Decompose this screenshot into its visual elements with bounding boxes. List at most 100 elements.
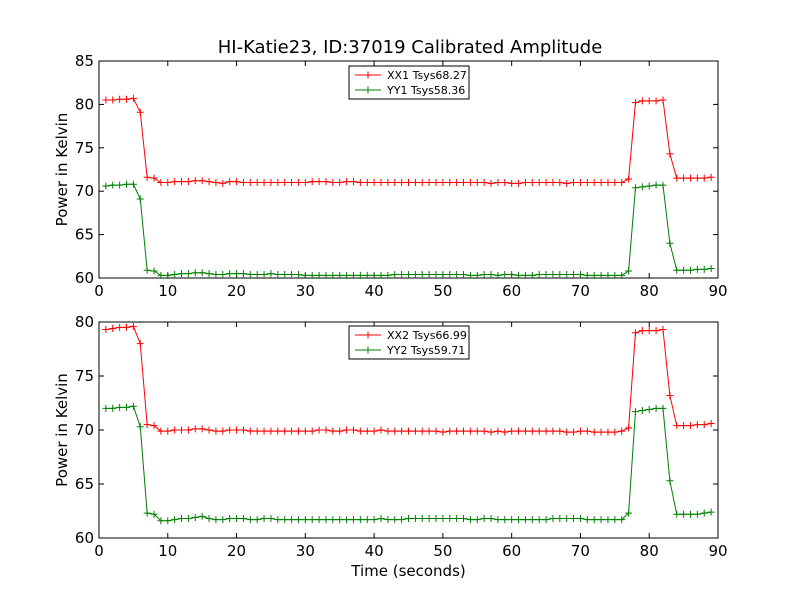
data-point xyxy=(288,179,296,187)
data-point xyxy=(301,427,309,435)
data-point xyxy=(487,428,495,436)
data-point xyxy=(322,516,330,524)
data-point xyxy=(418,271,426,279)
data-point xyxy=(226,426,234,434)
data-point xyxy=(487,179,495,187)
data-point xyxy=(205,515,213,523)
data-point xyxy=(343,271,351,279)
data-point xyxy=(611,179,619,187)
data-point xyxy=(281,516,289,524)
data-point xyxy=(294,179,302,187)
data-point xyxy=(680,422,688,430)
x-tick-label: 90 xyxy=(708,542,727,560)
data-point xyxy=(631,329,639,337)
data-point xyxy=(583,427,591,435)
y-tick-label: 65 xyxy=(75,475,94,493)
data-point xyxy=(171,426,179,434)
data-point xyxy=(631,99,639,107)
data-point xyxy=(549,515,557,523)
data-point xyxy=(143,266,151,274)
data-point xyxy=(425,427,433,435)
data-point xyxy=(136,195,144,203)
data-point xyxy=(260,427,268,435)
data-point xyxy=(384,516,392,524)
data-point xyxy=(501,428,509,436)
data-point xyxy=(693,174,701,182)
x-axis-label: Time (seconds) xyxy=(350,562,466,580)
data-point xyxy=(576,179,584,187)
data-point xyxy=(576,515,584,523)
data-point xyxy=(116,403,124,411)
data-point xyxy=(315,426,323,434)
data-point xyxy=(150,422,158,430)
data-point xyxy=(405,515,412,523)
data-point xyxy=(659,326,667,334)
data-point xyxy=(267,270,275,278)
data-point xyxy=(521,179,529,187)
data-point xyxy=(198,269,206,277)
data-point xyxy=(535,516,543,524)
x-tick-label: 50 xyxy=(433,282,452,300)
data-point xyxy=(638,97,646,105)
data-point xyxy=(109,324,117,332)
data-point xyxy=(239,426,247,434)
chart-title: HI-Katie23, ID:37019 Calibrated Amplitud… xyxy=(218,37,603,58)
legend-marker xyxy=(364,86,372,94)
data-point xyxy=(184,178,192,186)
data-point xyxy=(570,428,578,436)
data-point xyxy=(405,271,412,279)
data-point xyxy=(652,327,660,335)
data-point xyxy=(301,179,309,187)
data-point xyxy=(508,271,516,279)
data-point xyxy=(418,179,426,187)
data-point xyxy=(480,179,488,187)
data-point xyxy=(673,174,681,182)
data-point xyxy=(178,178,186,186)
data-point xyxy=(398,179,406,187)
data-point xyxy=(521,271,529,279)
data-point xyxy=(219,516,227,524)
data-point xyxy=(563,515,571,523)
data-point xyxy=(446,179,454,187)
data-point xyxy=(109,404,117,412)
data-point xyxy=(349,516,357,524)
y-tick-label: 75 xyxy=(75,139,94,157)
data-point xyxy=(707,264,715,272)
data-point xyxy=(686,174,694,182)
data-point xyxy=(590,428,598,436)
data-point xyxy=(556,271,564,279)
data-point xyxy=(453,515,461,523)
y-tick-label: 60 xyxy=(75,529,94,547)
data-point xyxy=(570,271,578,279)
data-point xyxy=(418,427,426,435)
x-tick-label: 90 xyxy=(708,282,727,300)
data-point xyxy=(446,515,454,523)
data-point xyxy=(178,515,186,523)
data-point xyxy=(460,179,468,187)
subplots: 0 10 20 30 40 50 60 70 80 90 60 65 70 75 80 85 Power in … xyxy=(53,52,728,580)
data-point xyxy=(638,183,646,191)
data-point xyxy=(501,516,509,524)
data-point xyxy=(508,427,516,435)
data-point xyxy=(405,179,412,187)
data-point xyxy=(638,327,646,335)
data-point xyxy=(466,516,474,524)
data-point xyxy=(466,427,474,435)
data-point xyxy=(542,271,550,279)
data-point xyxy=(329,427,337,435)
data-point xyxy=(253,179,261,187)
data-point xyxy=(446,427,454,435)
series-2 xyxy=(102,403,715,525)
x-tick-label: 30 xyxy=(296,282,315,300)
data-point xyxy=(652,97,660,105)
data-point xyxy=(205,178,213,186)
data-point xyxy=(260,179,268,187)
data-point xyxy=(363,271,371,279)
data-point xyxy=(645,182,653,190)
y-tick-label: 80 xyxy=(75,313,94,331)
data-point xyxy=(515,516,523,524)
data-point xyxy=(432,515,440,523)
data-point xyxy=(129,94,137,102)
data-point xyxy=(583,271,591,279)
